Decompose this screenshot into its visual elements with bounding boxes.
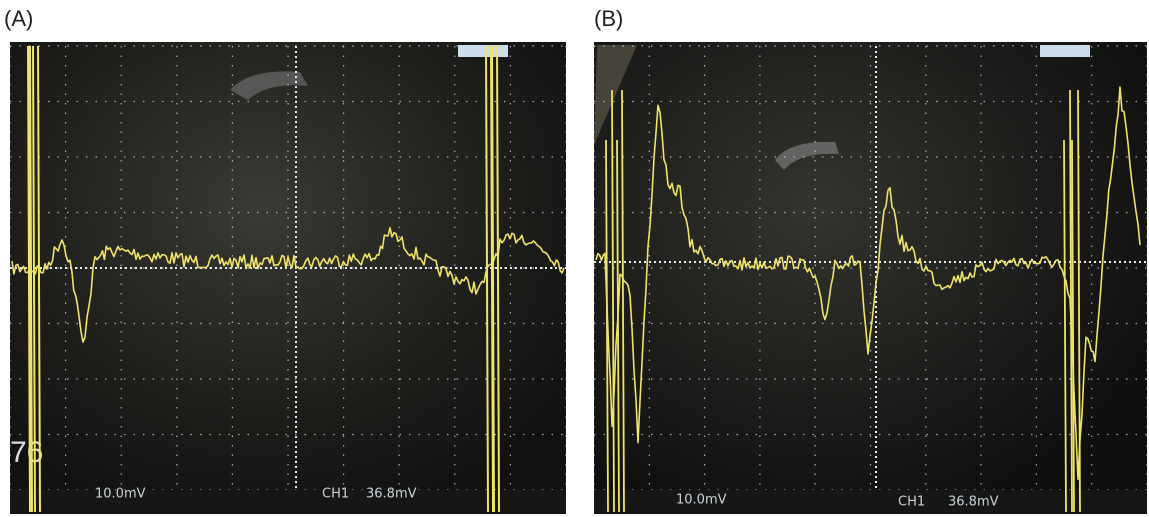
reflection [775,141,839,170]
overlay-number: 76 [10,436,43,469]
trace [595,86,1141,481]
status-bar [10,490,566,514]
spike [27,45,33,513]
scale: 10.0mV [95,487,146,502]
reflection [230,71,308,100]
status-bar [594,490,1147,514]
marker [458,45,508,57]
reflection [594,45,637,145]
trace [11,227,565,343]
channel: CH1 [322,487,349,502]
panel-label: (A) [4,6,34,31]
channel: CH1 [898,495,925,510]
screen [10,42,566,514]
spike [32,45,41,513]
trigger: 36.8mV [366,487,417,502]
spike [490,45,500,513]
trigger: 36.8mV [948,495,999,510]
panel-label: (B) [594,6,624,31]
marker [1040,45,1090,57]
spike [1063,89,1073,513]
screen [594,42,1147,514]
scale: 10.0mV [676,493,727,508]
